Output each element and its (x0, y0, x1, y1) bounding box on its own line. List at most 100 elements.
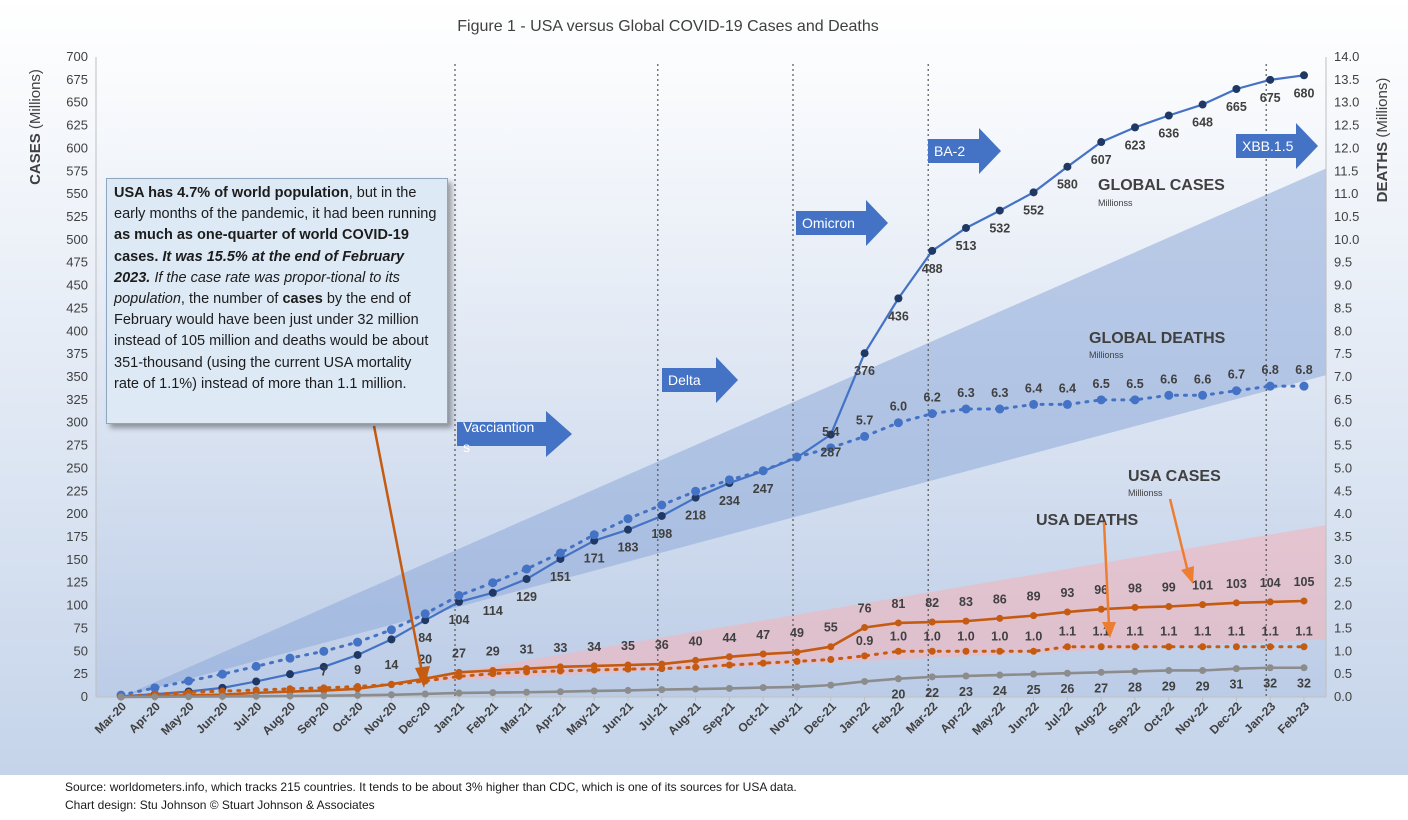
y2-tick-label: 7.0 (1334, 369, 1352, 384)
usa-cases-annotation: USA CASES (1128, 468, 1221, 485)
variant-label: Vacciantion s (463, 419, 534, 455)
data-point (455, 597, 463, 606)
y-tick-label: 400 (66, 323, 88, 338)
data-point (624, 525, 632, 534)
data-point (185, 693, 193, 701)
data-point (996, 614, 1004, 622)
data-label: 31 (520, 643, 534, 657)
data-label: 32 (1297, 677, 1311, 691)
y-tick-label: 150 (66, 552, 88, 567)
data-point (1063, 669, 1071, 677)
y2-tick-label: 9.5 (1334, 255, 1352, 270)
data-point (151, 693, 159, 701)
data-label: 104 (1260, 576, 1281, 590)
y-tick-label: 275 (66, 438, 88, 453)
y2-tick-label: 7.5 (1334, 346, 1352, 361)
data-label: 607 (1091, 153, 1112, 167)
data-label: 1.0 (924, 629, 941, 643)
data-point (420, 609, 430, 619)
y2-tick-label: 3.0 (1334, 552, 1352, 567)
global-deaths-unit: Millionss (1089, 350, 1124, 360)
data-point (523, 668, 531, 676)
data-point (251, 661, 261, 671)
data-label: 6.5 (1126, 377, 1143, 391)
data-label: 9 (354, 663, 361, 677)
data-point (1232, 643, 1240, 651)
data-point (692, 656, 700, 664)
data-point (1265, 381, 1275, 391)
data-point (1232, 599, 1240, 607)
callout-italic: If the case rate was propor-tional to it… (114, 269, 400, 308)
y-tick-label: 450 (66, 278, 88, 293)
data-point (861, 624, 869, 632)
data-point (252, 677, 261, 686)
callout-text-1: , but in the early months of the pandemi… (114, 185, 437, 223)
data-label: 513 (956, 239, 977, 253)
data-point (252, 692, 260, 700)
callout-text-4: , the number of (180, 291, 283, 308)
data-point (995, 404, 1005, 414)
data-point (961, 404, 971, 414)
data-point (1131, 643, 1139, 651)
data-point (218, 692, 226, 700)
usa-deaths-arrowhead (1102, 622, 1116, 638)
data-point (319, 646, 329, 656)
chart-title: Figure 1 - USA versus Global COVID-19 Ca… (457, 18, 879, 35)
data-label: 488 (922, 262, 943, 276)
data-point (827, 681, 835, 689)
data-point (894, 294, 903, 303)
data-point (928, 647, 936, 655)
data-point (286, 685, 294, 693)
y-tick-label: 600 (66, 140, 88, 155)
data-label: 24 (993, 684, 1007, 698)
data-point (1199, 643, 1207, 651)
data-point (1030, 612, 1038, 620)
data-point (117, 693, 125, 701)
data-label: 93 (1060, 586, 1074, 600)
y-tick-label: 675 (66, 72, 88, 87)
variant-arrow (796, 200, 888, 246)
data-point (860, 349, 869, 358)
data-label: 436 (888, 309, 909, 323)
data-label: 1.1 (1262, 625, 1279, 639)
data-label: 35 (621, 639, 635, 653)
data-point (217, 669, 227, 679)
data-point (1029, 188, 1038, 197)
data-label: 648 (1192, 116, 1213, 130)
y-tick-label: 50 (74, 643, 88, 658)
variant-label: Delta (668, 372, 701, 388)
data-point (1062, 399, 1072, 409)
y-tick-label: 200 (66, 506, 88, 521)
data-point (1266, 643, 1274, 651)
data-label: 84 (418, 631, 432, 645)
data-point (996, 671, 1004, 679)
data-label: 27 (452, 646, 466, 660)
data-label: 44 (722, 631, 736, 645)
data-point (962, 617, 970, 625)
data-label: 25 (1027, 683, 1041, 697)
data-point (522, 564, 532, 574)
data-label: 81 (891, 597, 905, 611)
data-label: 675 (1260, 91, 1281, 105)
data-point (320, 684, 328, 692)
y-tick-label: 100 (66, 598, 88, 613)
callout-arrowhead (415, 666, 430, 688)
data-label: 532 (989, 222, 1010, 236)
data-point (1097, 643, 1105, 651)
y2-tick-label: 5.0 (1334, 460, 1352, 475)
data-point (150, 683, 160, 693)
usa-trend-band (391, 525, 1326, 684)
data-point (1232, 665, 1240, 673)
data-label: 6.2 (924, 391, 941, 405)
data-label: 96 (1094, 583, 1108, 597)
y2-tick-label: 12.5 (1334, 118, 1359, 133)
data-point (894, 647, 902, 655)
annotation-arrows (372, 425, 1194, 688)
data-point (1063, 643, 1071, 651)
data-label: 1.1 (1295, 625, 1312, 639)
data-label: 104 (449, 613, 470, 627)
global-trend-band (121, 168, 1326, 698)
data-point (556, 688, 564, 696)
series-annotations: GLOBAL CASES Millionss GLOBAL DEATHS Mil… (1036, 177, 1226, 529)
data-point (1131, 603, 1139, 611)
